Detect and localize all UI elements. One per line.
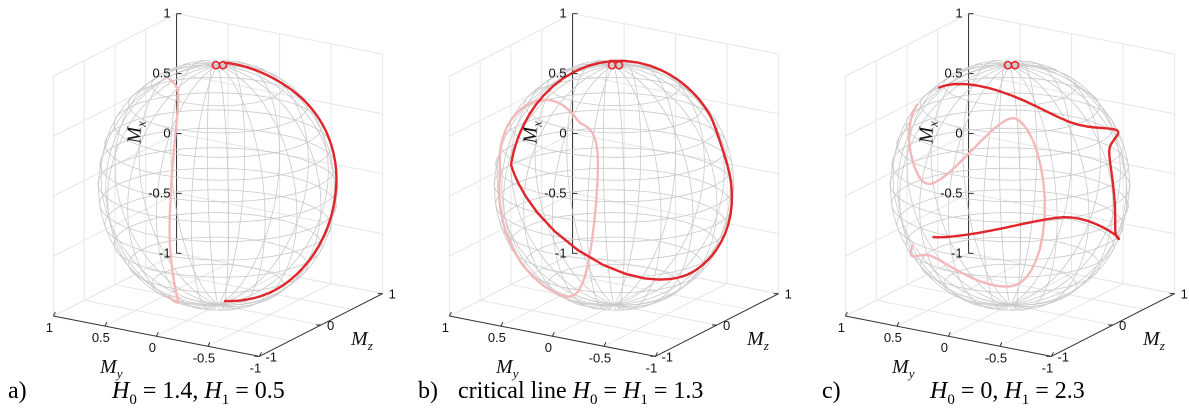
mz-tick-label: 0 — [327, 318, 334, 333]
mz-axis-label: Mz — [1142, 328, 1165, 353]
sphere-plot-a: -1 -0.5 0 0.5 1 1 0.5 0 -0.5 -1 -1 0 1 Mx My Mz — [0, 0, 396, 381]
caption-params-b: critical line H0 = H1 = 1.3 — [458, 378, 704, 408]
trajectory — [907, 60, 1120, 288]
mx-tick-label: 1 — [955, 6, 962, 21]
mz-tick-label: 0 — [723, 318, 730, 333]
my-tick-label: 0.5 — [92, 330, 110, 345]
mz-tick-label: -1 — [661, 349, 673, 364]
trajectory-back — [907, 103, 1046, 288]
my-axis-label: My — [495, 356, 519, 381]
mz-tick-label: -1 — [265, 349, 277, 364]
mx-tick-label: 0 — [955, 125, 962, 140]
figure-panels: -1 -0.5 0 0.5 1 1 0.5 0 -0.5 -1 -1 0 1 Mx My Mz -1 -0.5 0… — [0, 0, 1188, 381]
mz-tick-label: 1 — [389, 287, 396, 302]
mx-tick-label: -1 — [555, 245, 567, 260]
my-tick-label: -1 — [250, 360, 262, 375]
pole-loop — [218, 60, 228, 70]
h1-sub: 1 — [221, 391, 230, 408]
my-tick-label: 1 — [46, 320, 53, 335]
mx-axis-label: Mx — [124, 121, 149, 145]
trajectory-front — [509, 59, 734, 281]
mx-tick-label: 0 — [163, 125, 170, 140]
my-tick-label: 1 — [442, 320, 449, 335]
mx-tick-label: -1 — [951, 245, 963, 260]
trajectory-back — [498, 98, 600, 298]
my-tick-label: -1 — [646, 360, 658, 375]
mz-axis-label: Mz — [350, 328, 373, 353]
pole-loop — [614, 60, 624, 70]
trajectory — [167, 60, 338, 304]
pole-loop — [1010, 60, 1020, 70]
mx-tick-label: -0.5 — [148, 185, 170, 200]
caption-label-b: b) — [418, 378, 438, 404]
mz-tick-label: 1 — [785, 287, 792, 302]
my-tick-label: 0 — [941, 340, 948, 355]
mx-tick-label: 0.5 — [152, 66, 170, 81]
mz-tick-label: -1 — [1057, 349, 1069, 364]
trajectory-back — [167, 77, 180, 304]
my-tick-label: -1 — [1042, 360, 1054, 375]
h1-value-a: 0.5 — [254, 378, 285, 404]
my-tick-label: -0.5 — [193, 350, 215, 365]
sphere-wireframe — [889, 59, 1131, 311]
caption-label-c: c) — [822, 378, 841, 404]
my-tick-label: 0.5 — [488, 330, 506, 345]
mx-axis-label: Mx — [520, 121, 545, 145]
my-tick-label: 0.5 — [884, 330, 902, 345]
mx-axis-label: Mx — [916, 121, 941, 145]
mz-tick-label: 1 — [1181, 287, 1188, 302]
trajectory-front — [223, 61, 338, 303]
mx-tick-label: 0.5 — [548, 66, 566, 81]
mx-tick-label: -0.5 — [940, 185, 962, 200]
mz-axis-label: Mz — [746, 328, 769, 353]
my-axis-label: My — [891, 356, 915, 381]
mx-tick-label: 1 — [559, 6, 566, 21]
mz-tick-label: 0 — [1119, 318, 1126, 333]
mx-tick-label: 1 — [163, 6, 170, 21]
my-tick-label: -0.5 — [589, 350, 611, 365]
h0-value-a: 1.4 — [162, 378, 193, 404]
sphere-plot-b: -1 -0.5 0 0.5 1 1 0.5 0 -0.5 -1 -1 0 1 Mx My Mz — [396, 0, 792, 381]
h1-value-c: 2.3 — [1054, 378, 1085, 404]
h0-value-c: 0 — [980, 378, 993, 404]
mx-tick-label: 0 — [559, 125, 566, 140]
mx-tick-label: 0.5 — [944, 66, 962, 81]
my-tick-label: -0.5 — [985, 350, 1007, 365]
my-tick-label: 0 — [545, 340, 552, 355]
sphere-plot-c: -1 -0.5 0 0.5 1 1 0.5 0 -0.5 -1 -1 0 1 Mx My Mz — [792, 0, 1188, 381]
h1-value-b: 1.3 — [673, 378, 704, 404]
caption-params-a: H0 = 1.4, H1 = 0.5 — [112, 378, 285, 408]
trajectory-front — [932, 82, 1120, 241]
my-tick-label: 0 — [149, 340, 156, 355]
trajectory — [498, 59, 734, 298]
caption-params-c: H0 = 0, H1 = 2.3 — [930, 378, 1085, 408]
captions-row: a) H0 = 1.4, H1 = 0.5 b) critical line H… — [0, 370, 1189, 415]
my-tick-label: 1 — [838, 320, 845, 335]
h0-sub: 0 — [129, 391, 137, 408]
mx-tick-label: -0.5 — [544, 185, 566, 200]
my-axis-label: My — [99, 356, 123, 381]
caption-label-a: a) — [8, 378, 27, 404]
mx-tick-label: -1 — [159, 245, 171, 260]
